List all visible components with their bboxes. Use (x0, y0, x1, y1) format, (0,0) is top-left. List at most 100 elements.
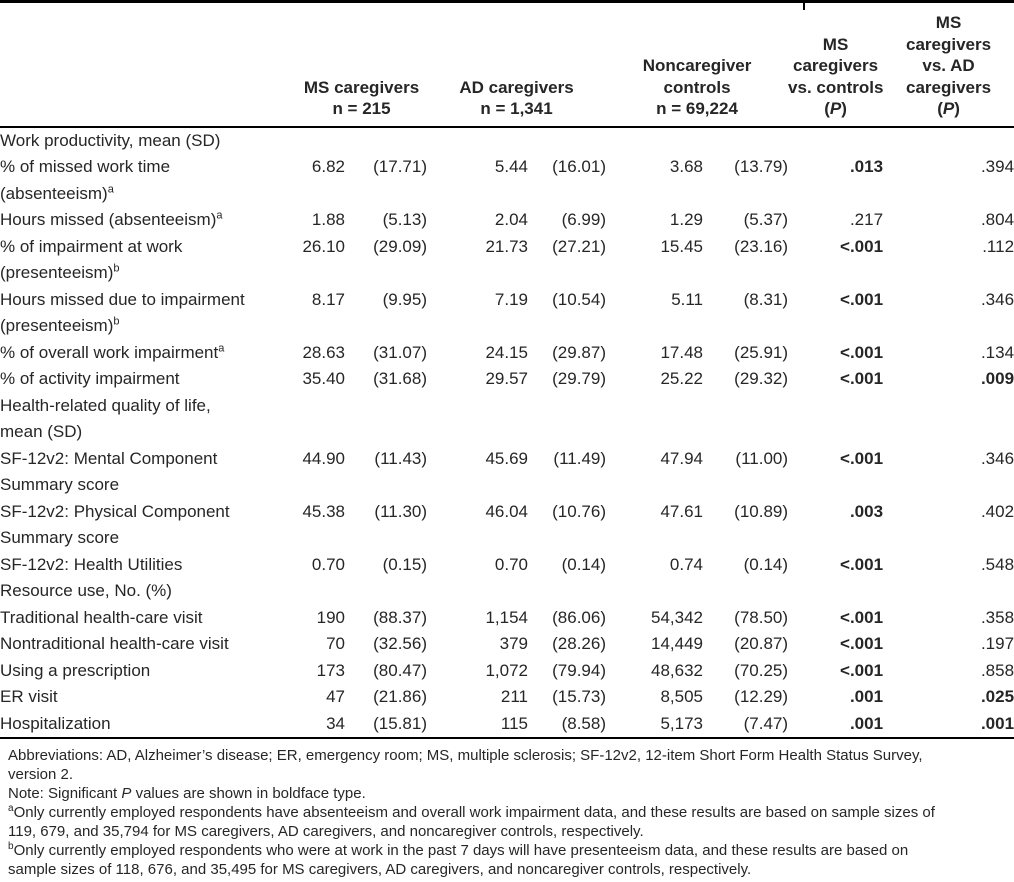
p-label: (P) (937, 99, 960, 118)
cell-p-vs-ad: .804 (980, 210, 1014, 229)
section-title: Work productivity, mean (SD) (0, 130, 221, 150)
table-row: SF-12v2: Health Utilities 0.70 (0.15) 0.… (0, 552, 1014, 579)
cell-ad-pct: (28.26) (552, 634, 607, 653)
cell-ad-sd: (10.54) (552, 289, 607, 309)
col-header-noncaregiver-controls: Noncaregiver controls n = 69,224 (606, 1, 789, 128)
table-row: Hours missed due to impairment (presente… (0, 287, 1014, 340)
footnote-marker: a (216, 209, 223, 222)
cell-ms-count: 70 (326, 634, 345, 653)
cell-ad-mean: 24.15 (485, 342, 529, 362)
row-label-cell: ER visit (0, 684, 296, 711)
row-label: Nontraditional health-care visit (0, 634, 229, 653)
cell-ms-sd: (17.71) (373, 157, 428, 176)
cell-ad-sd: (29.87) (552, 342, 607, 362)
cell-control-count: 8,505 (660, 687, 704, 706)
cell-p-vs-controls: .001 (849, 687, 884, 706)
cell-ms-pct: (88.37) (373, 607, 428, 627)
row-label: SF-12v2: Physical Component Summary scor… (0, 501, 230, 548)
cell-ad-mean: 46.04 (485, 501, 529, 521)
section-title: Health-related quality of life, mean (SD… (0, 395, 211, 442)
cell-control-mean: 47.61 (660, 501, 704, 521)
table-footnotes: Abbreviations: AD, Alzheimer’s disease; … (0, 739, 1014, 879)
cell-p-vs-ad: .025 (980, 687, 1014, 706)
row-label: % of impairment at work (presenteeism) (0, 236, 183, 283)
cell-ms-sd: (9.95) (382, 289, 428, 309)
cell-ad-pct: (79.94) (552, 660, 607, 680)
cell-control-pct: (70.25) (734, 660, 789, 680)
table-row: Using a prescription 173 (80.47) 1,072 (… (0, 658, 1014, 685)
row-label: % of overall work impairment (0, 342, 219, 362)
col-header-ad-caregivers: AD caregivers n = 1,341 (427, 1, 607, 128)
table-row: ER visit 47 (21.86) 211 (15.73) 8,505 (1… (0, 684, 1014, 711)
cell-ms-count: 34 (326, 713, 345, 733)
cell-ms-sd: (29.09) (373, 236, 428, 256)
section-row: Health-related quality of life, mean (SD… (0, 393, 1014, 446)
cell-control-sd: (13.79) (734, 157, 789, 176)
col-n: n = 69,224 (656, 99, 738, 118)
cell-ms-sd: (11.43) (374, 448, 428, 468)
cell-control-mean: 47.94 (660, 448, 704, 468)
cell-ms-sd: (31.68) (373, 369, 428, 388)
row-label-cell: % of activity impairment (0, 366, 296, 393)
footnote-marker: b (113, 315, 120, 328)
col-title: MS caregivers vs. controls (788, 34, 884, 97)
cell-control-sd: (25.91) (734, 342, 789, 362)
col-header-p-ms-vs-controls: MS caregivers vs. controls (P) (788, 1, 884, 128)
table-row: Nontraditional health-care visit 70 (32.… (0, 631, 1014, 658)
cell-ms-count: 47 (326, 687, 345, 706)
col-header-p-ms-vs-ad: MS caregivers vs. AD caregivers (P) (883, 1, 1014, 128)
section-row: Work productivity, mean (SD) (0, 127, 1014, 155)
cell-p-vs-ad: .346 (980, 448, 1014, 468)
cell-ad-sd: (29.79) (552, 369, 607, 388)
row-label: Traditional health-care visit (0, 607, 203, 627)
cell-p-vs-ad: .358 (980, 607, 1014, 627)
cell-ms-pct: (32.56) (373, 634, 428, 653)
significance-note: Note: Significant P values are shown in … (8, 785, 366, 802)
footnote-marker: a (107, 182, 114, 195)
header-empty-cell (0, 1, 296, 128)
row-label-cell: Using a prescription (0, 658, 296, 685)
cell-p-vs-ad: .548 (980, 554, 1014, 574)
cell-ad-pct: (15.73) (552, 687, 607, 706)
col-n: n = 1,341 (480, 99, 553, 118)
row-label: Using a prescription (0, 660, 151, 680)
col-n: n = 215 (332, 99, 391, 118)
cell-p-vs-ad: .402 (980, 501, 1014, 521)
cell-control-sd: (23.16) (734, 236, 789, 256)
row-label-cell: SF-12v2: Mental Component Summary score (0, 446, 296, 499)
cell-ad-mean: 5.44 (494, 157, 529, 176)
cell-control-mean: 1.29 (669, 210, 704, 229)
table-row: % of impairment at work (presenteeism)b … (0, 234, 1014, 287)
cell-ms-pct: (80.47) (373, 660, 428, 680)
row-label-cell: Hours missed (absenteeism)a (0, 207, 296, 234)
cell-p-vs-controls: .003 (849, 501, 884, 521)
row-label: Hours missed (absenteeism) (0, 210, 217, 229)
row-label: ER visit (0, 687, 58, 706)
row-label: SF-12v2: Mental Component Summary score (0, 448, 218, 495)
cell-p-vs-controls: <.001 (840, 289, 884, 309)
cell-control-count: 14,449 (651, 634, 704, 653)
cell-control-mean: 25.22 (660, 369, 704, 388)
table-body: Work productivity, mean (SD) % of missed… (0, 127, 1014, 739)
cell-p-vs-ad: .394 (980, 157, 1014, 176)
cell-p-vs-ad: .858 (980, 660, 1014, 680)
cell-ad-mean: 7.19 (494, 289, 529, 309)
cell-p-vs-ad: .009 (980, 369, 1014, 388)
row-label: Hospitalization (0, 713, 111, 733)
cell-p-vs-controls: <.001 (840, 369, 884, 388)
cell-control-count: 48,632 (651, 660, 704, 680)
cell-ad-pct: (86.06) (552, 607, 607, 627)
cell-ad-count: 1,072 (485, 660, 529, 680)
cell-control-count: 5,173 (660, 713, 704, 733)
cell-control-mean: 15.45 (660, 236, 704, 256)
section-row: Resource use, No. (%) (0, 578, 1014, 605)
cell-p-vs-controls: .001 (849, 713, 884, 733)
cell-ad-sd: (16.01) (552, 157, 607, 176)
col-header-ms-caregivers: MS caregivers n = 215 (296, 1, 428, 128)
cell-ms-mean: 6.82 (311, 157, 345, 176)
table-row: Hospitalization 34 (15.81) 115 (8.58) 5,… (0, 711, 1014, 739)
cell-ms-mean: 0.70 (311, 554, 345, 574)
cell-control-sd: (0.14) (743, 554, 789, 574)
cell-p-vs-ad: .001 (980, 713, 1014, 733)
col-title: MS caregivers vs. AD caregivers (905, 13, 992, 97)
